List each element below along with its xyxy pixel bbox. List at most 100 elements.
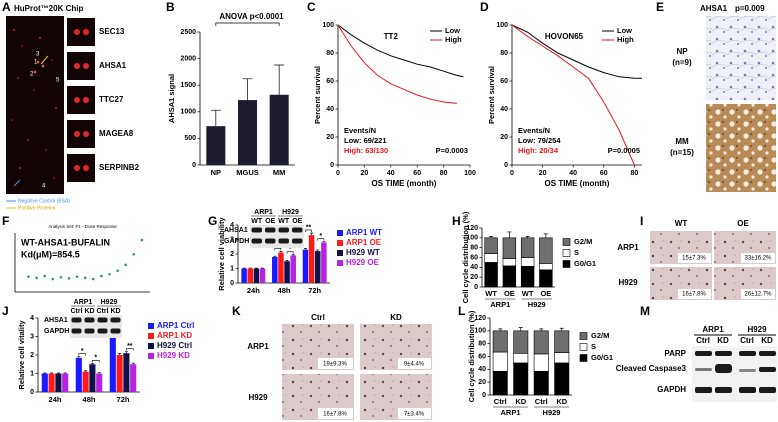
colony-value: 7±3.4% — [404, 412, 425, 418]
bar-segment — [484, 237, 498, 254]
legend-swatch — [337, 240, 343, 246]
row-label: ARP1 — [247, 342, 269, 351]
significance-bracket — [274, 248, 282, 251]
chart-title: TT2 — [384, 32, 399, 41]
legend-label: ARP1 OE — [346, 238, 382, 247]
bar — [238, 100, 257, 165]
y-tick-label: 100 — [466, 235, 478, 242]
protein-label: AHSA1 — [99, 61, 127, 70]
legend-label: S — [591, 342, 596, 351]
legend-label: G2/M — [591, 331, 609, 340]
survival-line — [511, 24, 635, 166]
legend-label: Negative Control (BSA) — [18, 198, 70, 204]
group-label: H929 — [747, 325, 767, 334]
y-tick-label: 0 — [474, 284, 478, 291]
bar — [302, 249, 309, 283]
legend-label: G2/M — [574, 237, 592, 246]
panel-letter: K — [232, 304, 241, 318]
blot-row-label: AHSA1 — [44, 317, 68, 324]
colony-value: 33±16.2% — [745, 256, 773, 262]
label-box — [678, 289, 711, 299]
blot-row-label: AHSA1 — [224, 227, 248, 234]
blot-background — [70, 315, 122, 338]
bar — [89, 364, 96, 392]
blot-row-label: Cleaved Caspase3 — [616, 364, 687, 373]
legend-swatch — [337, 260, 343, 266]
y-axis-label: AHSA1 signal — [167, 74, 176, 123]
legend-label: High — [445, 35, 462, 44]
blot-band — [265, 238, 276, 244]
bar-segment — [533, 353, 549, 372]
legend-swatch — [148, 343, 154, 349]
x-tick-label: Ctrl — [535, 397, 548, 406]
legend-label: ARP1 WT — [346, 228, 382, 237]
row-label: H929 — [248, 393, 268, 402]
legend-label: G0/G1 — [574, 259, 596, 268]
blot-row-label: PARP — [664, 349, 686, 358]
y-tick-label: 2000 — [180, 55, 196, 62]
row-label: ARP1 — [617, 243, 639, 252]
legend-swatch — [562, 238, 571, 246]
point — [75, 275, 79, 278]
significance-bracket — [286, 251, 294, 254]
bar — [247, 268, 254, 283]
x-tick-label: KD — [556, 397, 567, 406]
blot-row-label: GAPDH — [224, 238, 249, 245]
error-bar — [525, 236, 530, 238]
blot-bands — [695, 351, 776, 393]
group-label: H929 — [528, 300, 546, 309]
error-bar — [50, 372, 54, 374]
bar — [75, 357, 82, 392]
column-label: KD — [390, 313, 402, 322]
x-tick-label: OE — [540, 289, 551, 298]
bar-segment — [520, 237, 535, 258]
y-tick-label: 80 — [470, 245, 478, 252]
blot-lane-label: Ctrl — [96, 308, 108, 315]
y-tick-label: 500 — [184, 135, 196, 142]
y-tick-label: 40 — [500, 106, 508, 113]
y-tick-label: 40 — [478, 366, 486, 373]
group-label: ARP1 — [490, 300, 510, 309]
y-tick-label: 100 — [322, 22, 334, 29]
x-tick-label: MGUS — [236, 168, 259, 177]
blot-lane-label: OE — [265, 218, 275, 225]
error-bar — [291, 254, 295, 256]
significance-label: * — [319, 233, 322, 240]
blot-band — [265, 227, 276, 233]
bar — [259, 268, 266, 283]
y-tick-label: 60 — [470, 254, 478, 261]
x-tick-label: WT — [485, 289, 497, 298]
spot-number: 2 — [30, 72, 34, 78]
chip-image — [6, 16, 64, 194]
error-bar — [84, 370, 88, 372]
point — [108, 273, 111, 276]
bar — [96, 373, 103, 392]
panel-letter: M — [640, 304, 650, 318]
y-tick-label: 20 — [478, 379, 486, 386]
x-tick-label: 24h — [49, 395, 62, 404]
legend-label: ARP1 Ctrl — [157, 321, 194, 330]
x-tick-label: MM — [273, 168, 286, 177]
y-tick-label: 60 — [326, 78, 334, 85]
y-tick-label: 1 — [230, 265, 234, 272]
y-axis-label: Cell cycle distribution (%) — [467, 310, 476, 402]
y-tick-label: 1500 — [180, 82, 196, 89]
bar — [272, 256, 278, 283]
row-label: H929 — [618, 278, 638, 287]
bar-segment — [484, 262, 498, 288]
y-tick-label: 2500 — [180, 29, 196, 36]
colony-value: 9±4.4% — [404, 362, 425, 368]
significance-bracket — [78, 353, 86, 356]
y-tick-label: 120 — [474, 315, 486, 322]
y-tick-label: 80 — [326, 50, 334, 57]
x-tick-label: 48h — [278, 286, 291, 295]
x-tick-label: 20 — [539, 170, 547, 177]
blot-band — [292, 227, 303, 233]
blot-lane-label: OE — [292, 218, 302, 225]
protein-label: SEC13 — [99, 27, 125, 36]
annotation: Kd(μM)=854.5 — [21, 249, 80, 259]
y-tick-label: 20 — [500, 134, 508, 141]
blot-band — [97, 317, 108, 323]
blot-group-label: H929 — [282, 209, 299, 216]
